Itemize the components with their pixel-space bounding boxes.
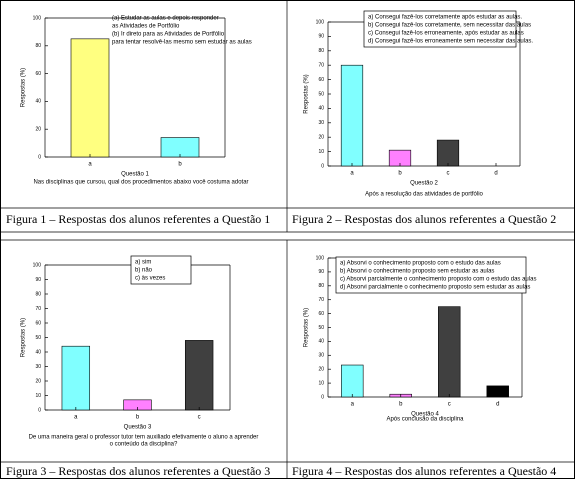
bar (70, 38, 110, 158)
y-tick-label: 30 (318, 353, 324, 359)
x-tick-label: d (496, 402, 499, 408)
y-tick-label: 90 (318, 34, 324, 40)
y-tick-label: 100 (316, 255, 325, 261)
y-tick-label: 70 (318, 297, 324, 303)
y-tick-label: 80 (35, 291, 41, 297)
y-tick-label: 0 (321, 394, 324, 400)
caption: Figura 3 – Respostas dos alunos referent… (6, 464, 270, 478)
subtitle: De uma maneira geral o professor tutor t… (29, 435, 259, 441)
y-tick-label: 100 (33, 15, 42, 21)
y-tick-label: 40 (35, 349, 41, 355)
y-axis-label: Respostas (%) (21, 68, 27, 107)
y-tick-label: 30 (35, 364, 41, 370)
x-tick-label: c (198, 415, 201, 421)
legend-box (335, 256, 527, 294)
legend-text: para tentar resolvê-las mesmo sem estuda… (112, 40, 252, 46)
subtitle: Após a resolução das atividades de portf… (365, 192, 483, 198)
y-tick-label: 80 (35, 43, 41, 49)
y-tick-label: 20 (318, 135, 324, 141)
y-tick-label: 60 (35, 320, 41, 326)
y-tick-label: 80 (318, 283, 324, 289)
y-tick-label: 20 (35, 378, 41, 384)
y-tick-label: 60 (318, 311, 324, 317)
caption: Figura 2 – Respostas dos alunos referent… (292, 212, 556, 226)
x-tick-label: a (350, 171, 354, 177)
subtitle: Nas disciplinas que cursou, qual dos pro… (33, 180, 248, 186)
legend-text: d) Absorvi parcialmente o conhecimento p… (340, 285, 530, 291)
y-tick-label: 40 (35, 99, 41, 105)
legend-text: b) não (135, 268, 153, 274)
legend-text: c) Absorvi parcialmente o conhecimento p… (340, 277, 536, 283)
legend-text: c) Consegui fazê-los erroneamente, após … (368, 31, 524, 37)
x-tick-label: a (88, 162, 92, 168)
legend-text: d) Consegui fazê-los erroneamente sem ne… (368, 39, 533, 45)
y-tick-label: 70 (318, 63, 324, 69)
x-tick-label: b (399, 402, 403, 408)
y-tick-label: 80 (318, 48, 324, 54)
x-tick-label: a (351, 402, 355, 408)
y-tick-label: 0 (38, 154, 41, 160)
y-tick-label: 50 (318, 91, 324, 97)
caption: Figura 4 – Respostas dos alunos referent… (292, 464, 556, 478)
y-tick-label: 0 (38, 407, 41, 413)
y-tick-label: 40 (318, 106, 324, 112)
y-tick-label: 10 (318, 380, 324, 386)
y-tick-label: 20 (35, 127, 41, 133)
legend-text: (b) Ir direto para as Atividades de Port… (112, 32, 225, 38)
legend-box (130, 255, 192, 285)
x-tick-label: d (494, 171, 497, 177)
y-tick-label: 10 (318, 149, 324, 155)
x-tick-label: c (447, 171, 450, 177)
x-axis-label: Questão 3 (124, 425, 152, 431)
x-tick-label: b (178, 162, 182, 168)
y-axis-label: Respostas (%) (21, 318, 27, 357)
y-tick-label: 40 (318, 339, 324, 345)
legend-text: b) Consegui fazê-los corretamente, sem n… (368, 23, 531, 29)
legend-text: as Atividades de Portfólio (112, 24, 180, 30)
bar (436, 139, 460, 167)
legend-text: a) Absorvi o conhecimento proposto com o… (340, 261, 501, 267)
bar (61, 345, 91, 411)
y-tick-label: 60 (35, 71, 41, 77)
bar (184, 340, 214, 411)
x-tick-label: a (74, 415, 78, 421)
legend-text: c) às vezes (135, 276, 165, 282)
y-tick-label: 50 (318, 325, 324, 331)
y-axis-label: Respostas (%) (304, 308, 310, 347)
subtitle: Após conclusão da disciplina (386, 417, 464, 423)
y-tick-label: 0 (321, 163, 324, 169)
x-tick-label: c (448, 402, 451, 408)
y-tick-label: 50 (35, 335, 41, 341)
y-tick-label: 100 (33, 262, 42, 268)
y-tick-label: 30 (318, 120, 324, 126)
y-tick-label: 10 (35, 393, 41, 399)
x-tick-label: b (136, 415, 140, 421)
x-axis-label: Questão 1 (121, 172, 149, 178)
x-tick-label: b (398, 171, 402, 177)
x-axis-label: Questão 2 (410, 181, 438, 187)
legend-text: a) Consegui fazê-los corretamente após e… (368, 15, 522, 21)
y-tick-label: 60 (318, 77, 324, 83)
y-axis-label: Respostas (%) (304, 74, 310, 113)
legend-text: b) Absorvi o conhecimento proposto sem e… (340, 269, 494, 275)
caption: Figura 1 – Respostas dos alunos referent… (6, 212, 270, 226)
legend-box (363, 10, 517, 48)
subtitle: o conteúdo da disciplina? (110, 442, 178, 448)
y-tick-label: 90 (318, 269, 324, 275)
y-tick-label: 90 (35, 277, 41, 283)
bar (340, 64, 364, 167)
x-axis-label: Questão 4 (411, 412, 439, 418)
bar (438, 306, 461, 398)
bar (341, 364, 364, 398)
y-tick-label: 100 (316, 19, 325, 25)
y-tick-label: 70 (35, 306, 41, 312)
y-tick-label: 20 (318, 367, 324, 373)
legend-text: (a) Estudar as aulas e depois responder (112, 16, 219, 22)
legend-text: a) sim (135, 260, 151, 266)
